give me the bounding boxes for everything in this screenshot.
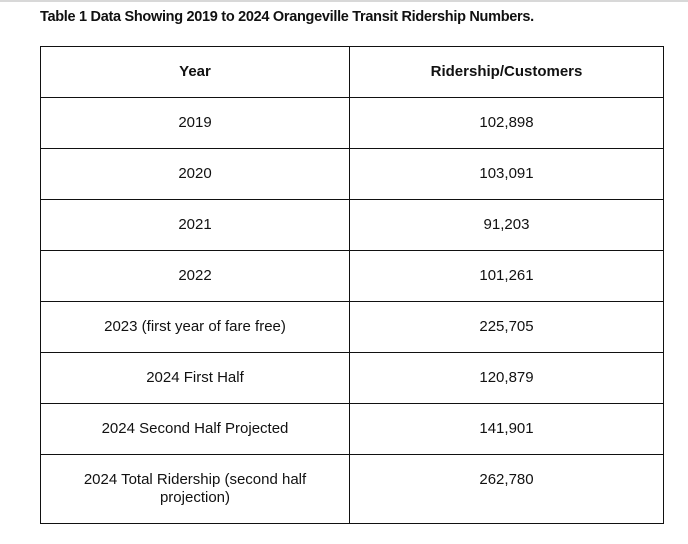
table-row: 2022 101,261 [40,250,664,302]
cell-ridership: 141,901 [349,403,664,455]
table-header-row: Year Ridership/Customers [40,46,664,98]
table-row: 2020 103,091 [40,148,664,200]
cell-year: 2023 (first year of fare free) [40,301,350,353]
cell-ridership: 120,879 [349,352,664,404]
cell-year: 2024 Total Ridership (second half projec… [40,454,350,524]
header-year: Year [40,46,350,98]
table-row: 2024 First Half 120,879 [40,352,664,404]
cell-year: 2022 [40,250,350,302]
cell-year: 2019 [40,97,350,149]
ridership-table: Year Ridership/Customers 2019 102,898 20… [40,46,664,524]
table-row: 2019 102,898 [40,97,664,149]
cell-ridership: 91,203 [349,199,664,251]
table-row: 2024 Total Ridership (second half projec… [40,454,664,524]
cell-year: 2020 [40,148,350,200]
cell-ridership: 103,091 [349,148,664,200]
cell-ridership: 262,780 [349,454,664,524]
cell-year: 2021 [40,199,350,251]
cell-ridership: 101,261 [349,250,664,302]
cell-year: 2024 First Half [40,352,350,404]
header-ridership: Ridership/Customers [349,46,664,98]
cell-year: 2024 Second Half Projected [40,403,350,455]
table-row: 2023 (first year of fare free) 225,705 [40,301,664,353]
table-row: 2021 91,203 [40,199,664,251]
table-row: 2024 Second Half Projected 141,901 [40,403,664,455]
page-top-edge [0,0,688,2]
cell-ridership: 102,898 [349,97,664,149]
cell-ridership: 225,705 [349,301,664,353]
table-caption: Table 1 Data Showing 2019 to 2024 Orange… [40,9,534,25]
